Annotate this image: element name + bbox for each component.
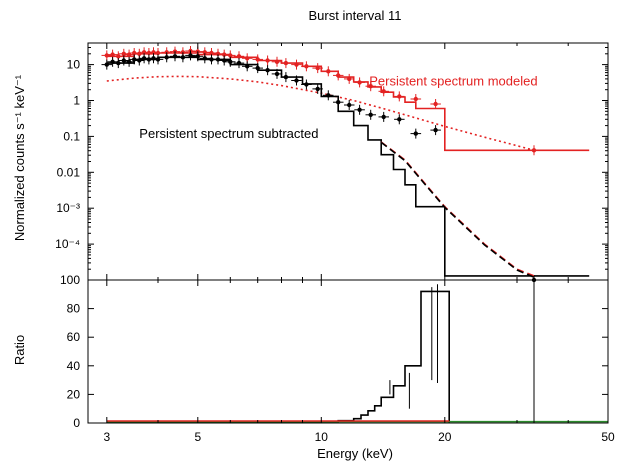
annotation-1: Persistent spectrum subtracted [139, 126, 318, 141]
x-tick-label-1: 5 [194, 430, 201, 444]
modeled_data-point-37 [413, 96, 418, 102]
panel-spectrum-ytick-label-2: 0.1 [63, 129, 80, 143]
x-tick-label-3: 20 [438, 430, 452, 444]
subtracted_data-point-38 [433, 127, 438, 133]
red_fit_curve-line [380, 141, 535, 277]
panel-ratio-ytick-label-0: 0 [73, 416, 80, 430]
panel-ratio-series [106, 280, 608, 423]
subtracted_data-point-27 [294, 78, 299, 83]
subtracted_data-point-32 [347, 102, 352, 108]
black_fit_curve-line [380, 141, 535, 278]
subtracted_data-point-36 [397, 117, 402, 122]
chart-title: Burst interval 11 [309, 8, 402, 23]
y-axis-label-spectrum: Normalized counts s⁻¹ keV⁻¹ [12, 74, 27, 241]
annotation-0: Persistent spectrum modeled [369, 74, 537, 89]
panel-spectrum-ytick-label-6: 100 [60, 273, 80, 287]
panel-ratio-ytick-label-4: 80 [67, 302, 81, 316]
panel-spectrum-series [101, 46, 590, 285]
panel-ratio-ytick-label-3: 60 [67, 330, 81, 344]
series-layer [101, 46, 608, 423]
panel-ratio-ytick-label-2: 40 [67, 359, 81, 373]
x-tick-label-2: 10 [315, 430, 329, 444]
panel-spectrum-ytick-label-4: 10⁻³ [56, 201, 80, 215]
axes-layer: 10 1 0.1 0.01 10⁻³ 10⁻⁴ 100 0 20 40 60 80 3 5 10 20 50 [55, 42, 615, 444]
panel-ratio-frame [87, 279, 609, 424]
x-tick-label-0: 3 [103, 430, 110, 444]
subtracted_data-point-33 [357, 107, 362, 113]
x-axis-label: Energy (keV) [317, 446, 393, 461]
x-tick-label-4: 50 [601, 430, 615, 444]
modeled_data-point-16 [202, 50, 207, 55]
subtracted_data-point-35 [381, 114, 386, 120]
subtracted_data-point-37 [413, 131, 418, 136]
panel-spectrum-ytick-label-1: 1 [73, 94, 80, 108]
subtracted_data-point-25 [274, 71, 280, 77]
panel-spectrum-ytick-label-3: 0.01 [57, 165, 81, 179]
modeled_data-point-38 [433, 101, 438, 107]
modeled_data-point-3 [121, 51, 127, 56]
panel-ratio-ytick-label-1: 20 [67, 387, 81, 401]
subtracted_data-point-29 [315, 86, 320, 92]
panel-spectrum-ytick-label-0: 10 [67, 58, 81, 72]
y-axis-label-ratio: Ratio [12, 335, 27, 365]
subtracted_model-line [106, 56, 590, 277]
annotation-layer: Persistent spectrum modeled Persistent sp… [139, 74, 537, 142]
ratio_step-line [106, 290, 450, 423]
panel-spectrum-ytick-label-5: 10⁻⁴ [55, 237, 80, 251]
subtracted_data-point-34 [368, 112, 373, 118]
